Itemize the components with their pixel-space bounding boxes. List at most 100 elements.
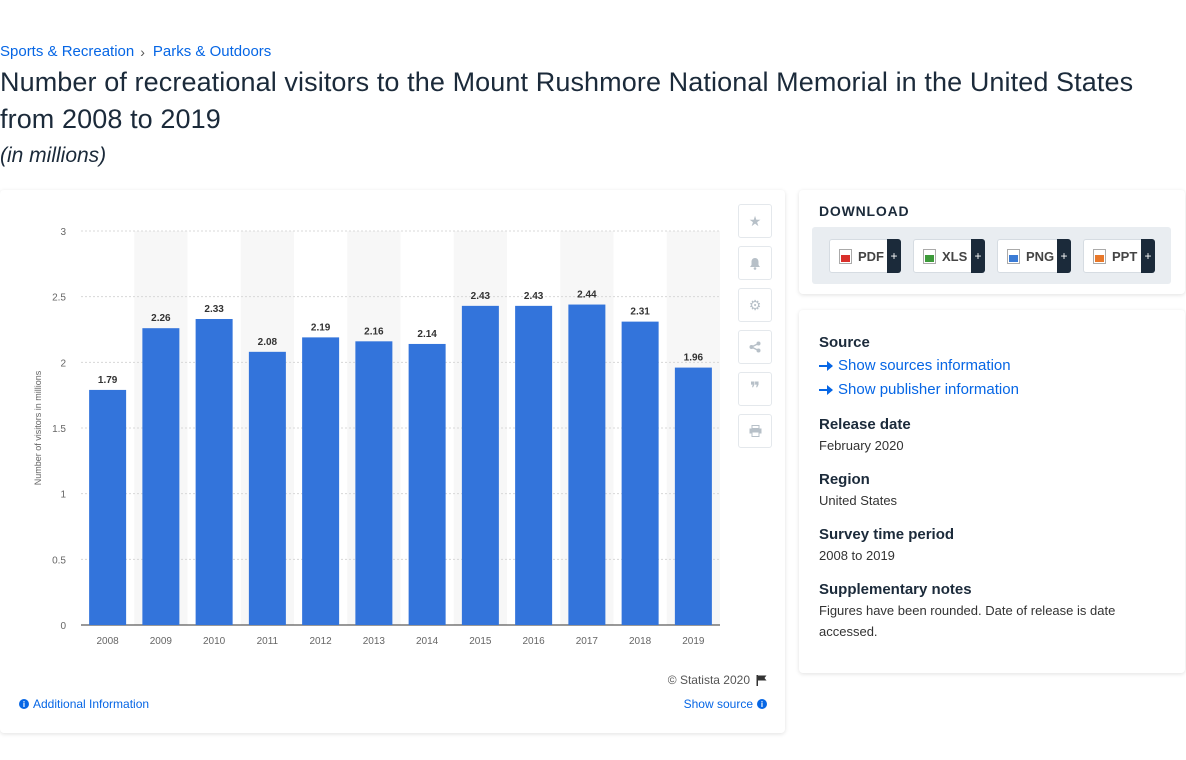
download-pdf-button[interactable]: PDF + (829, 239, 901, 273)
data-label: 2.43 (471, 291, 491, 302)
share-icon (749, 341, 761, 353)
x-tick-label: 2013 (363, 636, 386, 647)
notification-button[interactable] (738, 246, 772, 280)
x-tick-label: 2016 (523, 636, 546, 647)
x-tick-label: 2009 (150, 636, 173, 647)
additional-information-link[interactable]: i Additional Information (19, 697, 149, 711)
data-label: 1.79 (98, 375, 118, 386)
release-date-heading: Release date (819, 416, 911, 433)
data-label: 2.16 (364, 326, 384, 337)
xls-file-icon (923, 248, 936, 264)
x-tick-label: 2012 (310, 636, 333, 647)
data-label: 2.08 (258, 337, 278, 348)
bar (248, 351, 286, 625)
info-icon: i (757, 699, 767, 709)
plus-icon: + (971, 239, 985, 273)
arrow-right-icon (819, 360, 833, 371)
additional-information-label: Additional Information (33, 697, 150, 711)
copyright-text: © Statista 2020 (667, 673, 750, 687)
y-tick-label: 0.5 (52, 555, 66, 566)
show-source-link[interactable]: Show source i (684, 697, 767, 711)
show-sources-label: Show sources information (838, 357, 1011, 374)
ppt-file-icon (1093, 248, 1106, 264)
x-tick-label: 2014 (416, 636, 439, 647)
favorite-button[interactable]: ★ (738, 204, 772, 238)
arrow-right-icon (819, 384, 833, 395)
survey-period-heading: Survey time period (819, 526, 955, 543)
bar (674, 367, 712, 625)
bar (89, 389, 127, 625)
download-title: DOWNLOAD (819, 203, 910, 219)
data-label: 1.96 (684, 353, 704, 364)
plus-icon: + (1057, 239, 1071, 273)
print-button[interactable] (738, 414, 772, 448)
y-axis-label: Number of visitors in millions (33, 370, 43, 485)
x-tick-label: 2018 (629, 636, 652, 647)
data-label: 2.19 (311, 322, 331, 333)
x-tick-label: 2011 (257, 636, 279, 647)
data-label: 2.33 (204, 304, 224, 315)
x-tick-label: 2017 (576, 636, 599, 647)
print-icon (749, 425, 761, 437)
quote-icon: ❞ (750, 379, 760, 398)
y-tick-label: 0 (60, 621, 66, 632)
show-publisher-label: Show publisher information (838, 381, 1019, 398)
y-tick-label: 2 (60, 358, 66, 369)
statistic-details-card: Source Show sources information Show pub… (799, 310, 1185, 673)
y-tick-label: 2.5 (52, 293, 66, 304)
bar (621, 321, 659, 625)
x-tick-label: 2010 (203, 636, 226, 647)
data-label: 2.43 (524, 291, 544, 302)
cite-button[interactable]: ❞ (738, 372, 772, 406)
show-sources-link[interactable]: Show sources information (819, 357, 1011, 374)
breadcrumb-item-parks-outdoors[interactable]: Parks & Outdoors (152, 43, 272, 60)
y-tick-label: 3 (60, 227, 66, 238)
flag-icon[interactable] (756, 674, 767, 686)
x-tick-label: 2019 (682, 636, 705, 647)
bar (195, 318, 233, 625)
y-tick-label: 1 (60, 490, 66, 501)
data-label: 2.44 (577, 290, 597, 301)
download-bar: PDF + XLS + PNG + PPT + (812, 227, 1171, 284)
info-icon: i (19, 699, 29, 709)
settings-button[interactable]: ⚙ (738, 288, 772, 322)
survey-period-value: 2008 to 2019 (819, 548, 895, 563)
gear-icon: ⚙ (748, 296, 762, 313)
release-date-value: February 2020 (819, 438, 904, 453)
bar (461, 305, 499, 625)
plus-icon: + (1141, 239, 1155, 273)
pdf-file-icon (839, 248, 852, 264)
download-png-label: PNG (1026, 248, 1055, 264)
chart-card: 0 0.5 1 1.5 2 2.5 3 Number of visitors in milli… (0, 190, 785, 733)
show-source-label: Show source (683, 697, 753, 711)
share-button[interactable] (738, 330, 772, 364)
data-label: 2.14 (417, 329, 437, 340)
supplementary-notes-heading: Supplementary notes (819, 581, 972, 598)
bar (515, 305, 553, 625)
data-label: 2.31 (630, 307, 650, 318)
region-value: United States (819, 493, 898, 508)
page-subtitle: (in millions) (0, 144, 107, 167)
bell-icon (750, 257, 760, 270)
download-png-button[interactable]: PNG + (997, 239, 1071, 273)
breadcrumb-item-sports-recreation[interactable]: Sports & Recreation (0, 43, 135, 60)
breadcrumb-separator: › (140, 43, 145, 60)
data-label: 2.26 (151, 313, 171, 324)
download-pdf-label: PDF (858, 248, 884, 264)
x-tick-label: 2008 (97, 636, 120, 647)
bar-chart: 0 0.5 1 1.5 2 2.5 3 Number of visitors in milli… (33, 227, 720, 647)
download-card: DOWNLOAD PDF + XLS + PNG + PPT + (799, 190, 1185, 294)
source-heading: Source (819, 334, 870, 351)
png-file-icon (1007, 248, 1020, 264)
page-title: Number of recreational visitors to the M… (0, 67, 1134, 134)
download-xls-button[interactable]: XLS + (913, 239, 985, 273)
bar (568, 304, 606, 625)
star-icon: ★ (748, 212, 762, 229)
copyright: © Statista 2020 (668, 673, 767, 687)
download-ppt-label: PPT (1112, 248, 1138, 264)
plus-icon: + (887, 239, 901, 273)
region-heading: Region (819, 471, 870, 488)
show-publisher-link[interactable]: Show publisher information (819, 381, 1019, 398)
chart-toolbar: ★ ⚙ ❞ (738, 204, 772, 456)
download-ppt-button[interactable]: PPT + (1083, 239, 1155, 273)
